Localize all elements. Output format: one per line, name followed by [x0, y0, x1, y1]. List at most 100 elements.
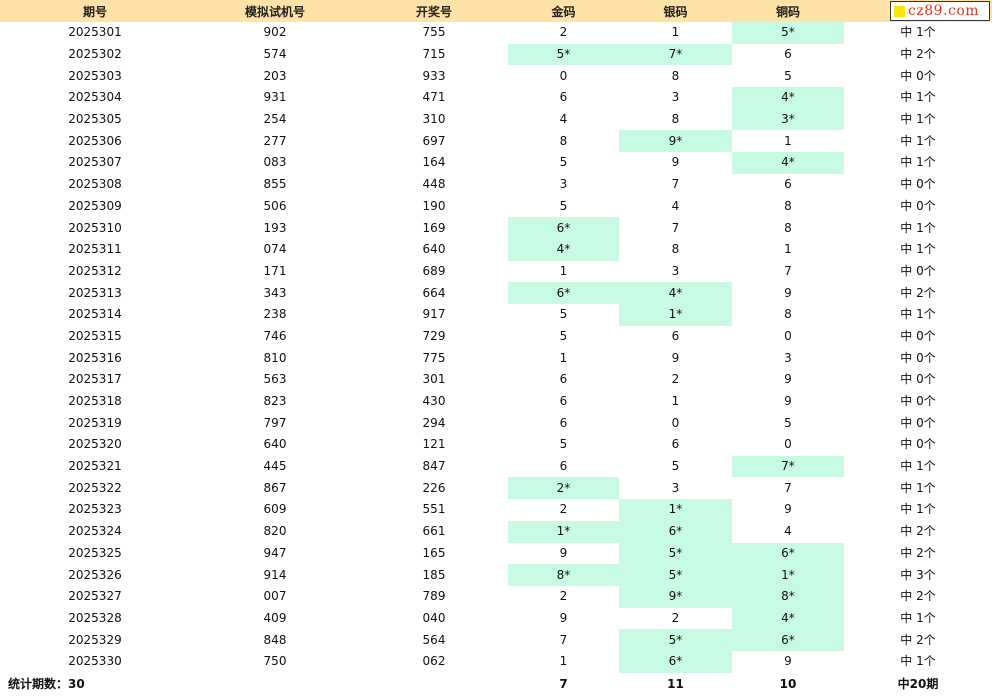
cell-silver: 3 [671, 263, 680, 278]
cell-bronze: 0 [784, 328, 792, 343]
cell-silver: 4 [671, 198, 680, 213]
cell-test-number: 238 [263, 307, 287, 322]
cell-issue: 2025309 [68, 198, 122, 213]
cell-draw-number: 715 [422, 47, 446, 62]
cell-silver: 8 [671, 68, 680, 83]
logo-square-icon [894, 5, 905, 17]
header-test-number: 模拟试机号 [190, 0, 360, 22]
cell-silver: 2 [671, 610, 680, 625]
cell-draw-number: 164 [422, 155, 446, 170]
cell-bronze: 8 [784, 220, 792, 235]
cell-gold: 5 [559, 155, 568, 170]
cell-gold: 2 [559, 589, 568, 604]
cell-test-number: 445 [263, 459, 287, 474]
cell-bronze: 4 [784, 524, 792, 539]
cell-silver: 6* [619, 650, 732, 673]
cell-draw-number: 789 [422, 589, 446, 604]
cell-issue: 2025305 [68, 112, 122, 127]
cell-draw-number: 471 [422, 90, 446, 105]
cell-result: 中 1个 [900, 480, 936, 495]
cell-result: 中 0个 [900, 437, 936, 452]
table-row: 2025326 914 185 8* 5* 1* 中 3个 [0, 564, 992, 586]
cell-draw-number: 755 [422, 25, 446, 40]
site-logo[interactable]: cz89.com [890, 1, 990, 21]
table-row: 2025306 277 697 8 9* 1 中 1个 [0, 130, 992, 153]
table-row: 2025305 254 310 4 8 3* 中 1个 [0, 108, 992, 131]
cell-issue: 2025321 [68, 459, 122, 474]
cell-gold: 2 [559, 502, 568, 517]
cell-draw-number: 294 [422, 415, 446, 430]
cell-issue: 2025308 [68, 177, 122, 192]
cell-gold: 7 [559, 632, 568, 647]
cell-bronze: 3* [732, 108, 844, 131]
table-row: 2025312 171 689 1 3 7 中 0个 [0, 261, 992, 283]
cell-result: 中 0个 [900, 372, 936, 387]
cell-test-number: 746 [263, 328, 287, 343]
cell-result: 中 0个 [900, 198, 936, 213]
cell-draw-number: 847 [422, 459, 446, 474]
table-row: 2025303 203 933 0 8 5 中 0个 [0, 65, 992, 87]
table-row: 2025315 746 729 5 6 0 中 0个 [0, 326, 992, 348]
cell-gold: 2* [508, 477, 619, 500]
cell-test-number: 820 [263, 524, 287, 539]
cell-issue: 2025307 [68, 155, 122, 170]
header-draw-number: 开奖号 [360, 0, 508, 22]
cell-issue: 2025322 [68, 480, 122, 495]
cell-result: 中 2个 [900, 285, 936, 300]
cell-bronze: 9 [784, 372, 792, 387]
cell-silver: 1* [619, 303, 732, 326]
table-row: 2025309 506 190 5 4 8 中 0个 [0, 196, 992, 218]
cell-issue: 2025327 [68, 589, 122, 604]
table-row: 2025302 574 715 5* 7* 6 中 2个 [0, 43, 992, 66]
cell-silver: 7 [671, 220, 680, 235]
cell-issue: 2025304 [68, 90, 122, 105]
table-row: 2025330 750 062 1 6* 9 中 1个 [0, 650, 992, 673]
table-row: 2025319 797 294 6 0 5 中 0个 [0, 412, 992, 434]
cell-gold: 5 [559, 328, 568, 343]
cell-bronze: 6 [784, 177, 792, 192]
table-row: 2025310 193 169 6* 7 8 中 1个 [0, 217, 992, 239]
cell-gold: 6 [559, 459, 568, 474]
table-row: 2025327 007 789 2 9* 8* 中 2个 [0, 585, 992, 608]
table-row: 2025328 409 040 9 2 4* 中 1个 [0, 607, 992, 630]
cell-result: 中 1个 [900, 654, 936, 669]
cell-issue: 2025325 [68, 545, 122, 560]
cell-silver: 5* [619, 629, 732, 651]
cell-silver: 3 [671, 480, 680, 495]
cell-result: 中 1个 [900, 155, 936, 170]
cell-issue: 2025320 [68, 437, 122, 452]
table-row: 2025308 855 448 3 7 6 中 0个 [0, 174, 992, 196]
cell-gold: 9 [559, 610, 568, 625]
cell-gold: 5 [559, 307, 568, 322]
footer-empty-2 [360, 673, 508, 695]
header-gold: 金码 [508, 0, 619, 22]
cell-gold: 9 [559, 545, 568, 560]
cell-test-number: 074 [263, 242, 287, 257]
cell-issue: 2025311 [68, 242, 122, 257]
cell-gold: 1 [559, 654, 568, 669]
cell-draw-number: 640 [422, 242, 446, 257]
cell-issue: 2025317 [68, 372, 122, 387]
cell-gold: 1 [559, 350, 568, 365]
cell-draw-number: 775 [422, 350, 446, 365]
cell-test-number: 193 [263, 220, 287, 235]
cell-result: 中 1个 [900, 133, 936, 148]
table-row: 2025323 609 551 2 1* 9 中 1个 [0, 499, 992, 521]
cell-result: 中 2个 [900, 589, 936, 604]
cell-bronze: 6* [732, 542, 844, 565]
cell-issue: 2025329 [68, 632, 122, 647]
cell-draw-number: 040 [422, 610, 446, 625]
cell-test-number: 867 [263, 480, 287, 495]
cell-bronze: 1 [784, 133, 792, 148]
table-row: 2025311 074 640 4* 8 1 中 1个 [0, 238, 992, 261]
footer-empty-1 [190, 673, 360, 695]
cell-issue: 2025316 [68, 350, 122, 365]
cell-test-number: 083 [263, 155, 287, 170]
cell-issue: 2025301 [68, 25, 122, 40]
cell-test-number: 343 [263, 285, 287, 300]
cell-result: 中 1个 [900, 307, 936, 322]
table-row: 2025322 867 226 2* 3 7 中 1个 [0, 477, 992, 500]
cell-issue: 2025313 [68, 285, 122, 300]
cell-test-number: 171 [263, 263, 287, 278]
cell-result: 中 1个 [900, 459, 936, 474]
